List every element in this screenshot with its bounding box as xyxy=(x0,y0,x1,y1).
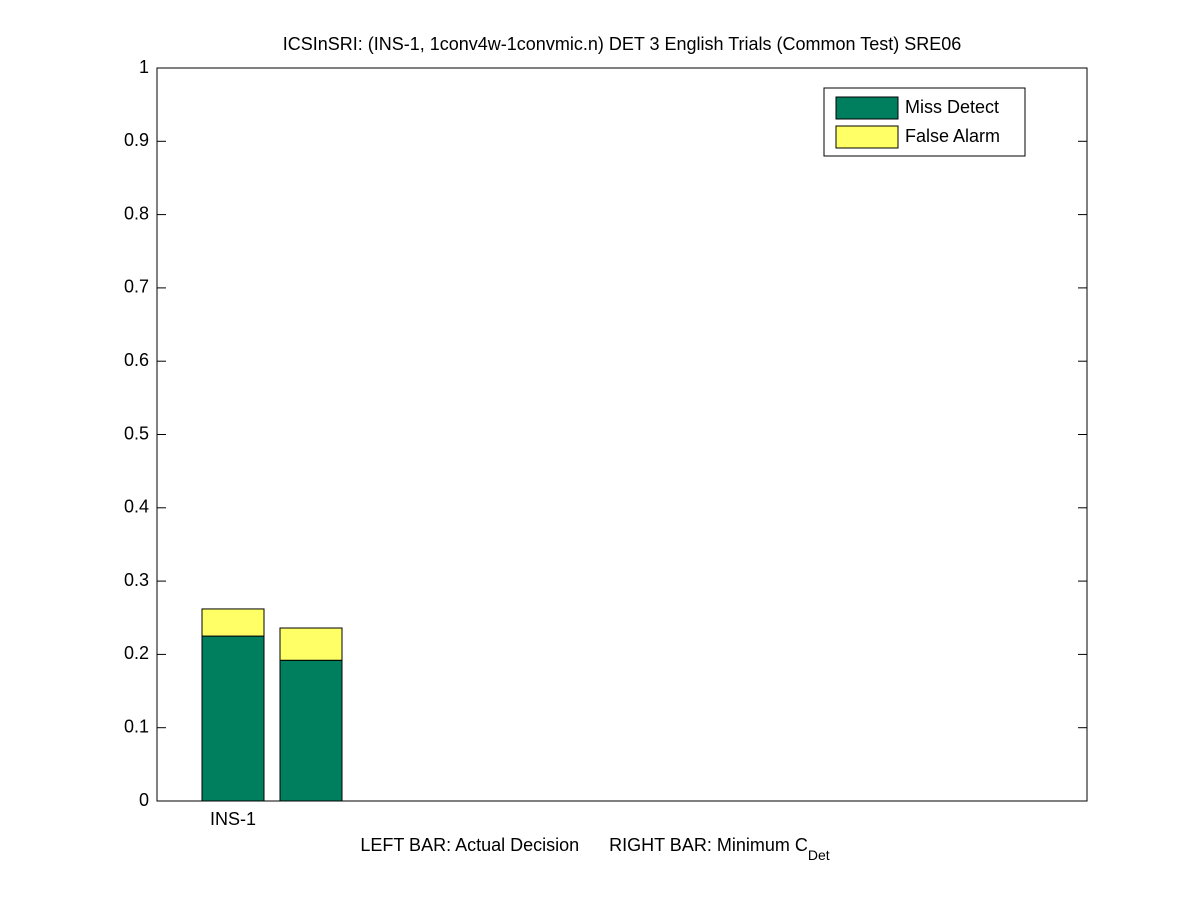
x-label-right: RIGHT BAR: Minimum C xyxy=(609,835,808,855)
y-tick-label: 0.7 xyxy=(124,277,149,297)
bar-segment xyxy=(279,627,343,661)
bar-segment xyxy=(201,635,265,802)
y-tick-label: 1 xyxy=(139,57,149,77)
y-tick-label: 0.4 xyxy=(124,497,149,517)
legend-label: False Alarm xyxy=(905,126,1000,146)
x-tick-label: INS-1 xyxy=(210,809,256,829)
plot-frame xyxy=(156,67,1088,802)
y-tick-label: 0.9 xyxy=(124,130,149,150)
y-tick-label: 0.3 xyxy=(124,570,149,590)
y-tick-label: 0.1 xyxy=(124,716,149,736)
bar-segment xyxy=(279,659,343,802)
legend-swatch xyxy=(835,96,899,120)
legend-label: Miss Detect xyxy=(905,97,999,117)
y-tick-label: 0.5 xyxy=(124,423,149,443)
x-label-subscript: Det xyxy=(808,847,830,863)
y-tick-label: 0.2 xyxy=(124,643,149,663)
y-tick-label: 0.6 xyxy=(124,350,149,370)
x-label-left: LEFT BAR: Actual Decision xyxy=(360,835,579,855)
y-tick-label: 0 xyxy=(139,790,149,810)
bar-segment xyxy=(201,608,265,637)
x-axis-label: LEFT BAR: Actual Decision RIGHT BAR: Mini… xyxy=(360,835,829,863)
legend-swatch xyxy=(835,125,899,149)
chart-title: ICSInSRI: (INS-1, 1conv4w-1convmic.n) DE… xyxy=(283,34,962,54)
y-tick-label: 0.8 xyxy=(124,203,149,223)
